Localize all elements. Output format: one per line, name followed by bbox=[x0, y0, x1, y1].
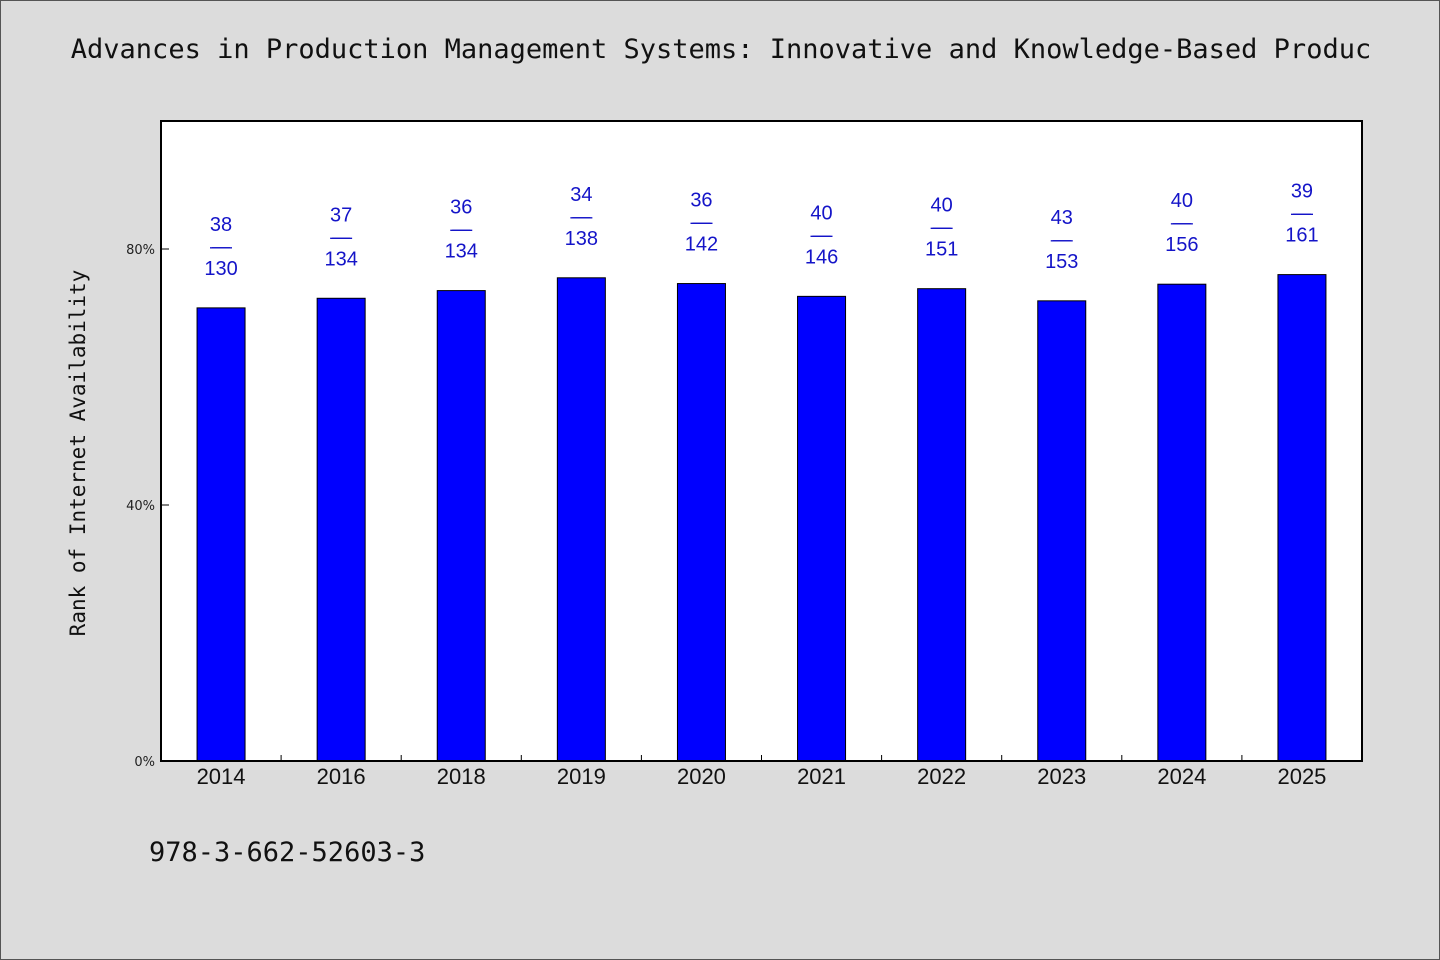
data-label-2022-top: 40 bbox=[931, 195, 953, 217]
bar-2023 bbox=[1037, 300, 1087, 762]
data-label-2018-top: 36 bbox=[450, 197, 472, 219]
data-label-2025-top: 39 bbox=[1291, 181, 1313, 203]
data-label-2014-top: 38 bbox=[210, 214, 232, 236]
isbn-text: 978-3-662-52603-3 bbox=[149, 837, 426, 868]
x-tick-label-2024: 2024 bbox=[1157, 764, 1206, 789]
data-label-2022-bottom: 151 bbox=[925, 239, 958, 261]
x-tick-label-2016: 2016 bbox=[317, 764, 366, 789]
data-label-2021-top: 40 bbox=[810, 202, 832, 224]
bar-2024 bbox=[1157, 283, 1207, 762]
plot-frame bbox=[160, 120, 1363, 762]
y-tick-label-2: 80% bbox=[126, 243, 155, 258]
data-label-2021-bottom: 146 bbox=[805, 246, 838, 268]
data-label-2025-sep: —— bbox=[1291, 203, 1313, 225]
data-label-2021-sep: —— bbox=[811, 224, 833, 246]
data-label-2014-sep: —— bbox=[210, 236, 232, 258]
data-label-2019-sep: —— bbox=[570, 206, 592, 228]
data-label-2023-top: 43 bbox=[1051, 207, 1073, 229]
bar-2022 bbox=[917, 288, 967, 762]
bar-2025 bbox=[1277, 274, 1327, 762]
data-label-2018-bottom: 134 bbox=[445, 241, 478, 263]
data-label-2018-sep: —— bbox=[450, 219, 472, 241]
y-tick-label-0: 0% bbox=[134, 755, 155, 770]
data-label-2024-bottom: 156 bbox=[1165, 234, 1198, 256]
x-tick-label-2019: 2019 bbox=[557, 764, 606, 789]
bar-2021 bbox=[797, 295, 847, 762]
data-label-2024-sep: —— bbox=[1171, 212, 1193, 234]
data-label-2023-bottom: 153 bbox=[1045, 251, 1078, 273]
data-label-2020-bottom: 142 bbox=[685, 234, 718, 256]
data-label-2019-top: 34 bbox=[570, 184, 592, 206]
data-label-2022-sep: —— bbox=[931, 217, 953, 239]
bar-2014 bbox=[196, 307, 246, 762]
data-label-2016-sep: —— bbox=[330, 226, 352, 248]
data-label-2024-top: 40 bbox=[1171, 190, 1193, 212]
bar-2020 bbox=[676, 283, 726, 762]
data-label-2016-bottom: 134 bbox=[324, 248, 357, 270]
data-label-2025-bottom: 161 bbox=[1285, 225, 1318, 247]
x-tick-label-2023: 2023 bbox=[1037, 764, 1086, 789]
x-tick-label-2025: 2025 bbox=[1277, 764, 1326, 789]
x-tick-label-2021: 2021 bbox=[797, 764, 846, 789]
data-label-2020-top: 36 bbox=[690, 190, 712, 212]
data-label-2016-top: 37 bbox=[330, 204, 352, 226]
x-tick-label-2020: 2020 bbox=[677, 764, 726, 789]
bar-2018 bbox=[436, 290, 486, 762]
bar-2019 bbox=[556, 277, 606, 762]
data-label-2020-sep: —— bbox=[690, 212, 712, 234]
x-tick-label-2014: 2014 bbox=[197, 764, 246, 789]
x-tick-label-2018: 2018 bbox=[437, 764, 486, 789]
x-tick-label-2022: 2022 bbox=[917, 764, 966, 789]
bar-2016 bbox=[316, 297, 366, 762]
data-label-2019-bottom: 138 bbox=[565, 228, 598, 250]
chart-title: Advances in Production Management System… bbox=[70, 34, 1372, 65]
data-label-2023-sep: —— bbox=[1051, 229, 1073, 251]
data-label-2014-bottom: 130 bbox=[204, 258, 237, 280]
y-tick-label-1: 40% bbox=[126, 499, 155, 514]
